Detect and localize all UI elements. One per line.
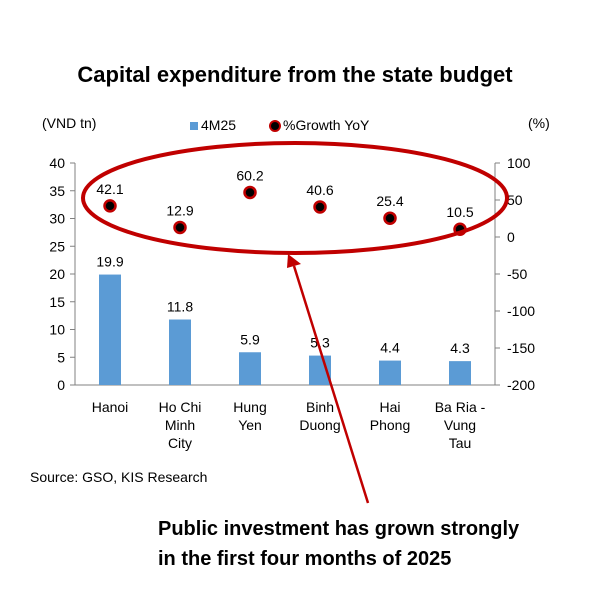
left-tick-label: 40 (49, 155, 65, 171)
growth-value-label: 25.4 (376, 193, 403, 209)
bar-value-label: 5.3 (310, 335, 330, 351)
bar (239, 352, 261, 385)
category-labels: Hanoi Ho Chi Minh City Hung Yen Binh Duong Hai Ph… (92, 399, 486, 451)
callout-line-2: in the first four months of 2025 (158, 548, 451, 570)
growth-marker (383, 211, 397, 225)
left-tick-label: 0 (57, 377, 65, 393)
left-tick-label: 5 (57, 349, 65, 365)
growth-marker (313, 200, 327, 214)
growth-value-label: 10.5 (446, 204, 473, 220)
category-label: Hung (233, 399, 266, 415)
category-label: Phong (370, 417, 410, 433)
left-axis-unit: (VND tn) (42, 115, 96, 131)
bar-value-label: 4.4 (380, 340, 400, 356)
bar (379, 360, 401, 385)
bar (169, 319, 191, 385)
category-label: Ho Chi (159, 399, 202, 415)
legend-bar-swatch (190, 122, 198, 130)
left-tick-label: 15 (49, 294, 65, 310)
category-label: Ba Ria - (435, 399, 486, 415)
highlight-ellipse (81, 141, 509, 255)
callout-arrow-line (292, 265, 370, 504)
axes: 0 5 10 15 20 25 30 35 40 -200 -150 -100 -50 0 50 100 (49, 155, 535, 393)
left-tick-label: 25 (49, 238, 65, 254)
source-note: Source: GSO, KIS Research (30, 469, 207, 485)
chart-title: Capital expenditure from the state budge… (77, 62, 513, 87)
category-label: Hai (379, 399, 400, 415)
growth-value-label: 40.6 (306, 182, 333, 198)
right-tick-label: 100 (507, 155, 531, 171)
right-tick-label: 50 (507, 192, 523, 208)
category-label: City (168, 435, 192, 451)
bar-value-label: 4.3 (450, 340, 470, 356)
growth-value-label: 12.9 (166, 202, 193, 218)
growth-markers (103, 185, 467, 236)
left-tick-label: 30 (49, 211, 65, 227)
callout-arrow-head (287, 254, 301, 268)
right-tick-label: -150 (507, 340, 535, 356)
right-tick-label: 0 (507, 229, 515, 245)
bar-value-label: 5.9 (240, 331, 260, 347)
category-label: Vung (444, 417, 476, 433)
bar-value-label: 19.9 (96, 254, 123, 270)
category-label: Hanoi (92, 399, 129, 415)
growth-value-label: 42.1 (96, 181, 123, 197)
bar (99, 274, 121, 385)
growth-labels: 42.1 12.9 60.2 40.6 25.4 10.5 (96, 167, 473, 220)
legend-bar-label: 4M25 (201, 117, 236, 133)
category-label: Duong (299, 417, 340, 433)
left-tick-label: 20 (49, 266, 65, 282)
bar (449, 361, 471, 385)
right-tick-label: -50 (507, 266, 527, 282)
category-label: Tau (449, 435, 472, 451)
callout-line-1: Public investment has grown strongly (158, 518, 520, 540)
growth-marker (243, 185, 257, 200)
legend-growth-label: %Growth YoY (283, 117, 370, 133)
left-tick-label: 35 (49, 183, 65, 199)
right-tick-label: -100 (507, 303, 535, 319)
growth-marker (103, 199, 117, 213)
bar-value-label: 11.8 (167, 299, 193, 315)
category-label: Binh (306, 399, 334, 415)
category-label: Minh (165, 417, 195, 433)
right-tick-label: -200 (507, 377, 535, 393)
right-axis-unit: (%) (528, 115, 550, 131)
growth-value-label: 60.2 (236, 167, 263, 183)
bar-labels: 19.9 11.8 5.9 5.3 4.4 4.3 (96, 254, 470, 357)
growth-marker (173, 220, 187, 235)
legend: 4M25 %Growth YoY (190, 117, 370, 133)
category-label: Yen (238, 417, 262, 433)
bars (99, 274, 471, 385)
left-tick-label: 10 (49, 322, 65, 338)
legend-growth-swatch (269, 120, 281, 132)
